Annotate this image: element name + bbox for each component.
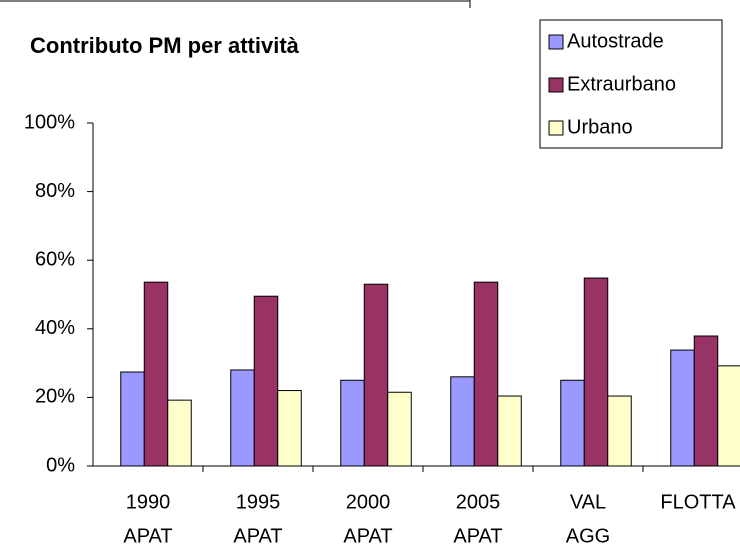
bar	[253, 295, 279, 467]
bar	[450, 376, 475, 467]
legend-box	[539, 19, 723, 149]
y-tick-label: 100%	[24, 111, 75, 133]
bar	[120, 371, 145, 467]
bar	[670, 349, 695, 467]
y-tick-label: 80%	[35, 180, 75, 202]
x-tick-label: AGG	[566, 525, 610, 547]
bar	[560, 379, 585, 467]
y-tick-label: 20%	[35, 386, 75, 408]
x-tick-label: APAT	[453, 525, 502, 547]
bar	[167, 399, 192, 467]
bar	[363, 283, 389, 467]
legend-label: Urbano	[567, 116, 633, 138]
bar	[497, 395, 522, 467]
legend-swatch	[548, 77, 564, 93]
x-tick-label: 2000	[346, 491, 391, 513]
bar	[277, 390, 302, 467]
x-tick-label: APAT	[343, 525, 392, 547]
y-tick-label: 60%	[35, 248, 75, 270]
bar	[607, 395, 632, 467]
x-tick-label: 1990	[126, 491, 171, 513]
x-tick-label: APAT	[233, 525, 282, 547]
x-tick-label: VAL	[570, 491, 606, 513]
bar	[693, 335, 719, 467]
legend-label: Extraurbano	[567, 73, 676, 95]
bar	[473, 281, 499, 467]
chart-title: Contributo PM per attività	[30, 33, 300, 58]
bar	[583, 277, 609, 467]
x-tick-label: 1995	[236, 491, 281, 513]
x-tick-label: APAT	[123, 525, 172, 547]
legend-swatch	[548, 120, 564, 136]
bar	[340, 379, 365, 467]
y-tick-label: 40%	[35, 317, 75, 339]
bar	[230, 369, 255, 467]
x-tick-label: FLOTTA	[660, 491, 736, 513]
legend-label: Autostrade	[567, 30, 664, 52]
y-tick-label: 0%	[46, 454, 75, 476]
bar	[387, 391, 412, 467]
bar	[717, 365, 740, 467]
legend-swatch	[548, 34, 564, 50]
bar	[143, 281, 169, 467]
x-tick-label: 2005	[456, 491, 501, 513]
